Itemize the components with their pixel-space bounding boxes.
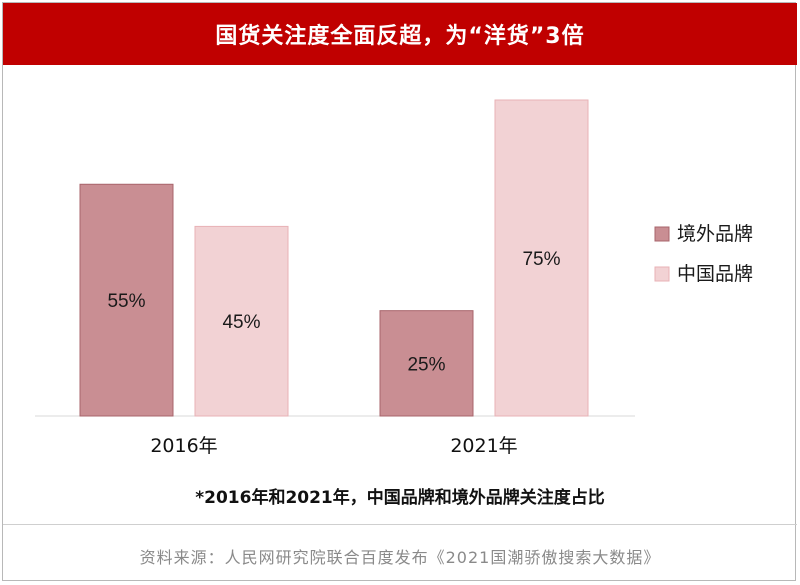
legend-label: 境外品牌 <box>677 223 753 245</box>
data-label: 25% <box>407 354 445 375</box>
source-note: 资料来源：人民网研究院联合百度发布《2021国潮骄傲搜索大数据》 <box>139 548 661 567</box>
legend-swatch <box>654 226 670 242</box>
data-label: 75% <box>522 249 560 270</box>
bar-china-1 <box>494 99 589 417</box>
data-label: 45% <box>222 312 260 333</box>
x-tick-label: 2021年 <box>450 435 517 457</box>
divider <box>3 524 797 525</box>
legend-swatch <box>654 266 670 282</box>
x-tick-label: 2016年 <box>150 435 217 457</box>
legend-label: 中国品牌 <box>677 263 753 285</box>
chart-title: 国货关注度全面反超，为“洋货”3倍 <box>3 3 797 65</box>
bar-overseas-0 <box>79 183 174 417</box>
chart-caption: *2016年和2021年，中国品牌和境外品牌关注度占比 <box>195 488 605 508</box>
bar-china-0 <box>194 225 289 417</box>
data-label: 55% <box>107 291 145 312</box>
bar-overseas-1 <box>379 310 474 417</box>
